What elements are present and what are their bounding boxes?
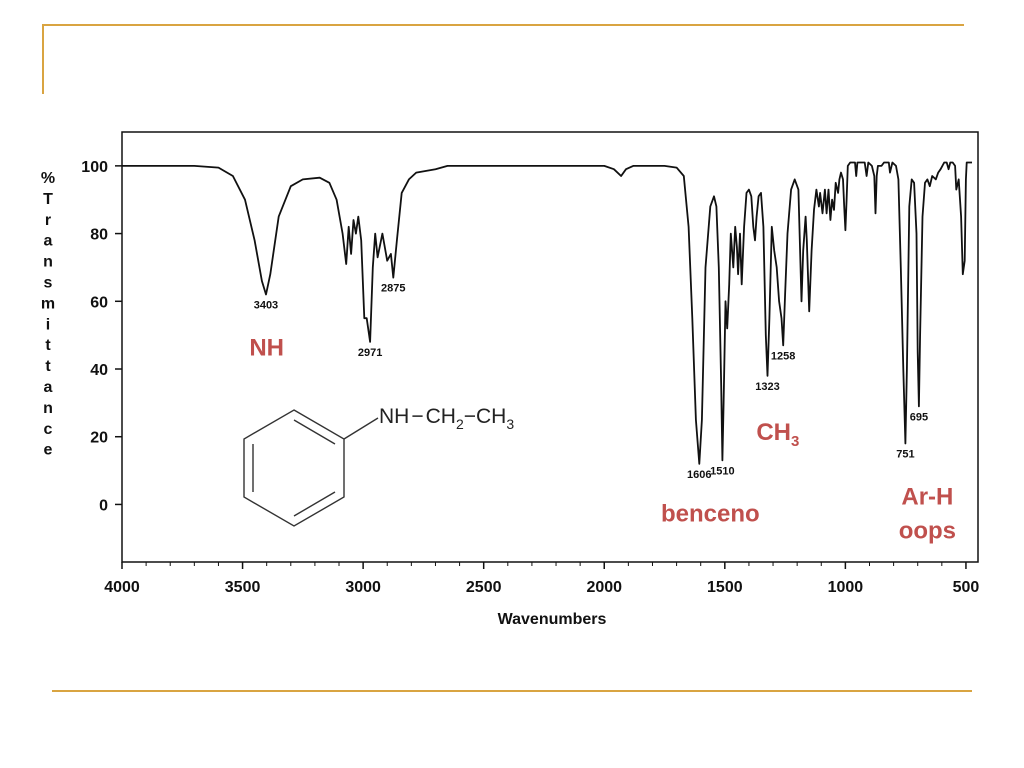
- peak-label-2971: 2971: [358, 347, 382, 359]
- y-axis-title-char: n: [43, 254, 53, 271]
- annotation-benceno: benceno: [661, 500, 760, 527]
- top-rule: [42, 24, 964, 26]
- benzene-double-bond-2: [293, 491, 336, 517]
- annotation-nh: NH: [249, 334, 284, 361]
- x-tick-label: 2500: [466, 579, 502, 596]
- molecule-structure: NH−CH2−CH3: [243, 405, 514, 527]
- molecule-ch3-subscript: 3: [506, 416, 514, 432]
- benzene-ring: [243, 409, 345, 527]
- ring-to-n-bond: [343, 417, 379, 440]
- y-axis-title-char: a: [44, 233, 53, 250]
- molecule-nh: NH: [379, 405, 409, 428]
- y-tick-label: 20: [90, 430, 108, 447]
- y-tick-label: 0: [99, 497, 108, 514]
- peak-label-2875: 2875: [381, 283, 405, 295]
- y-tick-label: 60: [90, 294, 108, 311]
- x-tick-label: 3000: [345, 579, 381, 596]
- x-tick-label: 2000: [586, 579, 622, 596]
- peak-label-1323: 1323: [755, 381, 779, 393]
- y-axis-title-char: m: [41, 295, 55, 312]
- y-axis-title-char: r: [45, 212, 51, 229]
- y-axis-title-char: c: [44, 421, 53, 438]
- bottom-rule: [52, 690, 972, 692]
- left-rule: [42, 24, 44, 94]
- x-tick-label: 3500: [225, 579, 261, 596]
- y-axis-title-char: s: [44, 275, 53, 292]
- y-axis-title-char: t: [45, 337, 51, 354]
- molecule-chain: NH−CH2−CH3: [379, 405, 514, 432]
- spectrum-line: [122, 161, 972, 465]
- peak-label-751: 751: [896, 448, 914, 460]
- peak-label-3403: 3403: [254, 300, 278, 312]
- molecule-ch2-subscript: 2: [456, 416, 464, 432]
- molecule-dash-2: −: [464, 405, 476, 428]
- annotation-oops: oops: [899, 517, 956, 544]
- y-axis-title-char: T: [43, 191, 53, 208]
- x-tick-label: 4000: [104, 579, 140, 596]
- y-axis-title-char: e: [44, 442, 53, 459]
- x-tick-label: 1500: [707, 579, 743, 596]
- annotation-ch: CH3: [756, 419, 799, 450]
- x-tick-label: 1000: [828, 579, 864, 596]
- y-tick-label: 40: [90, 362, 108, 379]
- molecule-dash-1: −: [411, 405, 423, 428]
- x-tick-label: 500: [953, 579, 980, 596]
- peak-label-1510: 1510: [710, 465, 734, 477]
- molecule-ch2: CH: [426, 405, 456, 428]
- y-axis-title-char: t: [45, 358, 51, 375]
- peak-label-1258: 1258: [771, 350, 795, 362]
- benzene-double-bond-1: [293, 419, 336, 445]
- plot-frame: [121, 131, 979, 563]
- y-tick-label: 100: [81, 159, 108, 176]
- y-axis-title-char: %: [41, 170, 55, 187]
- molecule-ch3: CH: [476, 405, 506, 428]
- x-axis-ticks: 4000 3500 3000 2500 2000 1500 1000 500: [104, 562, 979, 596]
- peak-label-1606: 1606: [687, 469, 711, 481]
- x-axis-title: Wavenumbers: [498, 611, 607, 628]
- y-tick-label: 80: [90, 227, 108, 244]
- y-axis-title-char: i: [46, 316, 50, 333]
- peak-label-695: 695: [910, 411, 928, 423]
- y-axis-title-char: a: [44, 379, 53, 396]
- annotation-ar-h: Ar-H: [901, 483, 953, 510]
- y-axis-title-char: n: [43, 400, 53, 417]
- y-axis-ticks: 0 20 40 60 80 100: [81, 159, 122, 514]
